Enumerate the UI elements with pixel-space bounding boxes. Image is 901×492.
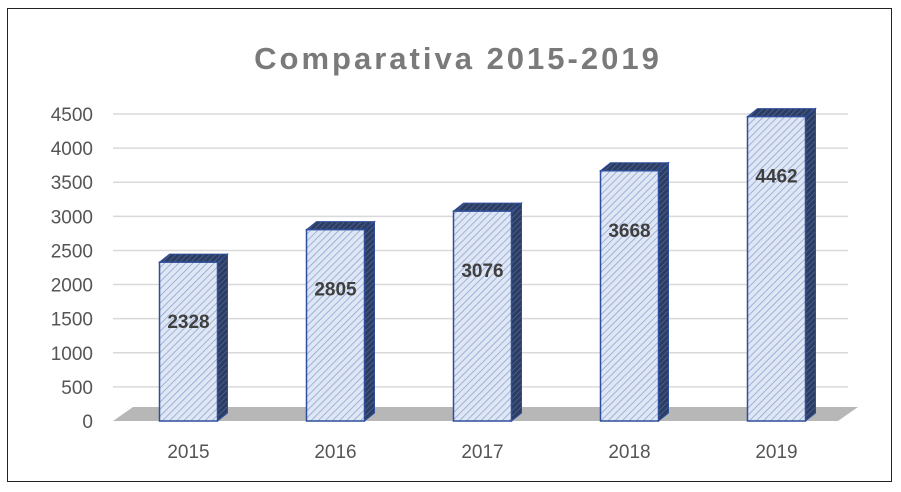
bar-2015: 2328 [158, 253, 229, 423]
bar-top [305, 221, 376, 231]
chart-svg: Comparativa 2015-2019 2328 2805 3076 3668 44… [51, 41, 858, 463]
y-tick-label: 0 [82, 412, 93, 433]
bar-2017: 3076 [452, 202, 523, 423]
x-tick-label: 2017 [461, 442, 503, 463]
bar-front [452, 210, 513, 422]
bar-top [746, 108, 817, 118]
bar-top [599, 162, 670, 172]
bars: 2328 2805 3076 3668 4462 [158, 107, 817, 423]
y-tick-label: 1000 [51, 344, 93, 365]
y-tick-label: 500 [61, 378, 93, 399]
data-label: 3076 [461, 261, 503, 282]
bar-side [364, 220, 375, 423]
bar-top [452, 202, 523, 212]
chart-title: Comparativa 2015-2019 [254, 41, 662, 76]
x-tick-label: 2018 [608, 442, 650, 463]
bar-side [658, 161, 669, 423]
x-tick-label: 2016 [314, 442, 356, 463]
bar-front [305, 228, 366, 422]
data-label: 2805 [314, 280, 357, 301]
data-label: 4462 [755, 167, 797, 188]
bar-top [158, 253, 229, 263]
bar-2016: 2805 [305, 220, 376, 423]
x-tick-label: 2019 [755, 442, 797, 463]
y-tick-label: 4500 [51, 105, 93, 126]
x-tick-label: 2015 [167, 442, 209, 463]
x-axis-ticks: 2015 2016 2017 2018 2019 [167, 442, 797, 463]
y-tick-label: 3000 [51, 207, 93, 228]
y-tick-label: 2000 [51, 276, 93, 297]
bar-front [599, 170, 660, 422]
bar-side [217, 253, 228, 423]
chart-frame: Comparativa 2015-2019 2328 2805 3076 3668 44… [7, 8, 892, 482]
y-tick-label: 2500 [51, 241, 93, 262]
data-label: 2328 [167, 312, 209, 333]
bar-2019: 4462 [746, 107, 817, 423]
bar-front [158, 261, 219, 422]
y-tick-label: 3500 [51, 173, 93, 194]
y-tick-label: 4000 [51, 139, 93, 160]
bar-front [746, 115, 807, 422]
data-label: 3668 [608, 221, 650, 242]
y-tick-label: 1500 [51, 310, 93, 331]
bar-2018: 3668 [599, 161, 670, 423]
y-axis-ticks: 0 500 1000 1500 2000 2500 3000 3500 4000 4500 [51, 105, 93, 433]
bar-side [511, 202, 522, 423]
bar-side [805, 107, 816, 423]
